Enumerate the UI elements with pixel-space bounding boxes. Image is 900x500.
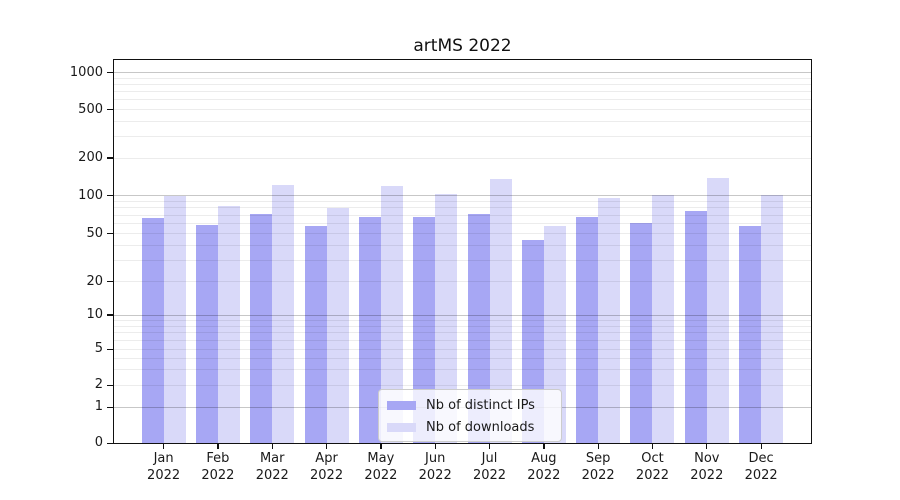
bar-downloads-oct <box>652 194 675 443</box>
x-tick-label-nov: Nov 2022 <box>690 451 724 483</box>
x-tick-label-jun: Jun 2022 <box>418 451 452 483</box>
gridline-900 <box>114 77 811 79</box>
x-tick-mark-feb <box>217 444 219 449</box>
gridline-7 <box>114 332 811 334</box>
bar-distinct-ips-sep <box>576 217 599 443</box>
bar-distinct-ips-jan <box>141 218 164 443</box>
gridline-600 <box>114 99 811 101</box>
gridline-8 <box>114 325 811 327</box>
bar-distinct-ips-may <box>358 217 381 443</box>
gridline-50 <box>114 233 811 234</box>
y-tick-label-0: 0 <box>94 435 103 451</box>
gridline-70 <box>114 214 811 216</box>
gridline-30 <box>114 259 811 261</box>
y-tick-label-20: 20 <box>86 273 103 289</box>
gridline-3 <box>114 368 811 370</box>
x-tick-label-aug: Aug 2022 <box>527 451 561 483</box>
gridline-4 <box>114 357 811 359</box>
bar-downloads-feb <box>217 205 240 443</box>
y-tick-label-5: 5 <box>94 341 103 357</box>
legend-swatch-downloads <box>387 422 416 432</box>
x-tick-mark-sep <box>597 444 599 449</box>
bar-distinct-ips-oct <box>630 222 653 443</box>
gridline-40 <box>114 244 811 246</box>
y-tick-label-200: 200 <box>78 150 103 165</box>
x-tick-mark-apr <box>325 444 328 449</box>
bar-downloads-jan <box>163 195 186 443</box>
gridline-5 <box>114 348 811 350</box>
gridline-10 <box>114 314 811 316</box>
x-tick-mark-oct <box>651 444 654 449</box>
x-tick-mark-mar <box>271 444 273 449</box>
bar-downloads-mar <box>272 184 295 443</box>
gridline-20 <box>114 281 811 282</box>
x-tick-mark-jul <box>488 444 491 449</box>
legend-label-distinct-ips: Nb of distinct IPs <box>426 397 535 413</box>
x-tick-mark-jan <box>163 444 165 449</box>
plot-area: Nb of distinct IPs Nb of downloads <box>113 59 812 444</box>
gridline-1000 <box>114 72 811 73</box>
gridline-9 <box>114 319 811 321</box>
gridline-200 <box>114 157 811 159</box>
x-tick-label-may: May 2022 <box>364 451 398 483</box>
bar-distinct-ips-jun <box>413 216 436 443</box>
gridline-300 <box>114 136 811 138</box>
legend-item-downloads: Nb of downloads <box>387 418 553 436</box>
gridline-400 <box>114 120 811 122</box>
gridline-60 <box>114 223 811 224</box>
bar-downloads-nov <box>706 178 729 443</box>
gridline-700 <box>114 91 811 93</box>
x-tick-label-apr: Apr 2022 <box>310 451 344 483</box>
y-tick-label-1000: 1000 <box>69 64 103 80</box>
x-tick-label-sep: Sep 2022 <box>581 451 615 483</box>
gridline-90 <box>114 200 811 202</box>
legend-item-distinct-ips: Nb of distinct IPs <box>387 396 553 414</box>
gridline-80 <box>114 207 811 209</box>
x-tick-label-jan: Jan 2022 <box>147 451 181 483</box>
bar-distinct-ips-jul <box>467 214 490 443</box>
gridline-800 <box>114 83 811 85</box>
bar-distinct-ips-nov <box>684 210 707 443</box>
x-tick-label-dec: Dec 2022 <box>744 451 778 483</box>
x-tick-mark-may <box>380 444 382 449</box>
y-tick-label-500: 500 <box>78 101 103 117</box>
gridline-2 <box>114 384 811 386</box>
y-tick-label-1: 1 <box>94 399 103 415</box>
grid-layer <box>114 60 811 443</box>
gridline-6 <box>114 339 811 341</box>
y-tick-label-100: 100 <box>78 187 103 203</box>
bar-downloads-may <box>380 186 403 443</box>
y-tick-label-10: 10 <box>86 307 103 322</box>
legend: Nb of distinct IPs Nb of downloads <box>378 389 562 442</box>
y-tick-label-2: 2 <box>94 377 103 393</box>
bar-downloads-aug <box>543 226 566 443</box>
x-tick-mark-aug <box>543 444 545 449</box>
legend-label-downloads: Nb of downloads <box>426 419 535 435</box>
legend-swatch-distinct-ips <box>387 400 416 410</box>
gridline-500 <box>114 109 811 110</box>
y-tick-label-50: 50 <box>86 225 103 241</box>
bar-downloads-apr <box>326 207 349 443</box>
bar-downloads-sep <box>598 198 621 443</box>
bar-distinct-ips-dec <box>739 226 762 443</box>
bar-distinct-ips-apr <box>304 226 327 443</box>
bar-distinct-ips-mar <box>250 214 273 443</box>
x-tick-label-mar: Mar 2022 <box>255 451 289 483</box>
bar-distinct-ips-feb <box>195 225 218 443</box>
x-tick-label-oct: Oct 2022 <box>635 451 670 483</box>
x-tick-label-jul: Jul 2022 <box>472 451 507 483</box>
x-tick-mark-jun <box>434 444 436 449</box>
bar-downloads-dec <box>761 194 784 443</box>
x-tick-label-feb: Feb 2022 <box>201 451 235 483</box>
x-tick-mark-nov <box>706 444 708 449</box>
bar-downloads-jun <box>435 193 458 443</box>
chart-title: artMS 2022 <box>413 36 512 56</box>
gridline-100 <box>114 195 811 196</box>
x-tick-mark-dec <box>760 444 762 449</box>
bar-downloads-jul <box>489 179 512 443</box>
